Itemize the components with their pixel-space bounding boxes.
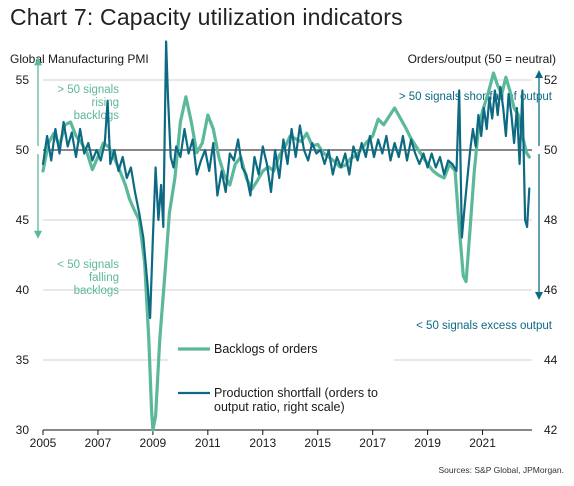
y-right-tick-label: 52 <box>544 73 558 87</box>
y-left-tick-label: 50 <box>16 143 30 157</box>
y-right-tick-label: 48 <box>544 213 558 227</box>
series-layer <box>41 40 531 432</box>
right-down-annotation: < 50 signals excess output <box>416 320 553 332</box>
y-right-tick-label: 50 <box>544 143 558 157</box>
y-left-tick-label: 40 <box>16 283 30 297</box>
left-up-annotation-line: backlogs <box>74 110 120 122</box>
y-left-tick-label: 30 <box>16 423 30 437</box>
x-tick-label: 2011 <box>195 436 221 450</box>
tick-layer: 30 35 40 45 50 55 42 44 46 48 50 52 2005 2007 2009 2011… <box>16 73 558 450</box>
y-left-tick-label: 55 <box>16 73 30 87</box>
x-tick-label: 2013 <box>249 436 276 450</box>
legend-label-backlogs: Backlogs of orders <box>214 342 318 356</box>
left-axis-heading: Global Manufacturing PMI <box>10 52 149 66</box>
left-down-annotation-line: backlogs <box>74 285 120 297</box>
legend: Backlogs of orders Production shortfall (… <box>168 332 394 418</box>
y-left-tick-label: 45 <box>16 213 30 227</box>
grid-layer <box>42 79 532 435</box>
legend-label-shortfall: Production shortfall (orders to <box>214 386 378 400</box>
x-tick-label: 2019 <box>414 436 441 450</box>
right-up-annotation: > 50 signals shortfall of output <box>399 91 553 103</box>
x-tick-label: 2007 <box>85 436 112 450</box>
y-left-tick-label: 35 <box>16 353 30 367</box>
x-tick-label: 2017 <box>359 436 386 450</box>
right-axis-heading: Orders/output (50 = neutral) <box>407 52 556 66</box>
left-down-annotation-line: < 50 signals <box>57 259 119 271</box>
right-down-arrowhead-icon <box>535 292 543 300</box>
chart-title: Chart 7: Capacity utilization indicators <box>10 4 403 30</box>
source-note: Sources: S&P Global, JPMorgan. <box>438 465 564 475</box>
y-right-tick-label: 42 <box>544 423 558 437</box>
series-line-shortfall <box>41 40 531 320</box>
left-up-arrowhead-icon <box>34 57 42 66</box>
left-down-arrowhead-icon <box>34 230 42 239</box>
right-up-arrowhead-icon <box>535 70 543 78</box>
y-right-tick-label: 46 <box>544 283 558 297</box>
legend-label-shortfall-cont: output ratio, right scale) <box>214 400 345 414</box>
x-tick-label: 2009 <box>140 436 167 450</box>
legend-background <box>168 332 394 418</box>
left-down-annotation-line: falling <box>89 272 119 284</box>
x-tick-label: 2021 <box>469 436 496 450</box>
left-up-annotation-line: > 50 signals <box>57 84 119 96</box>
left-up-annotation-line: rising <box>92 97 119 109</box>
x-tick-label: 2015 <box>304 436 331 450</box>
y-right-tick-label: 44 <box>544 353 558 367</box>
x-tick-label: 2005 <box>30 436 57 450</box>
